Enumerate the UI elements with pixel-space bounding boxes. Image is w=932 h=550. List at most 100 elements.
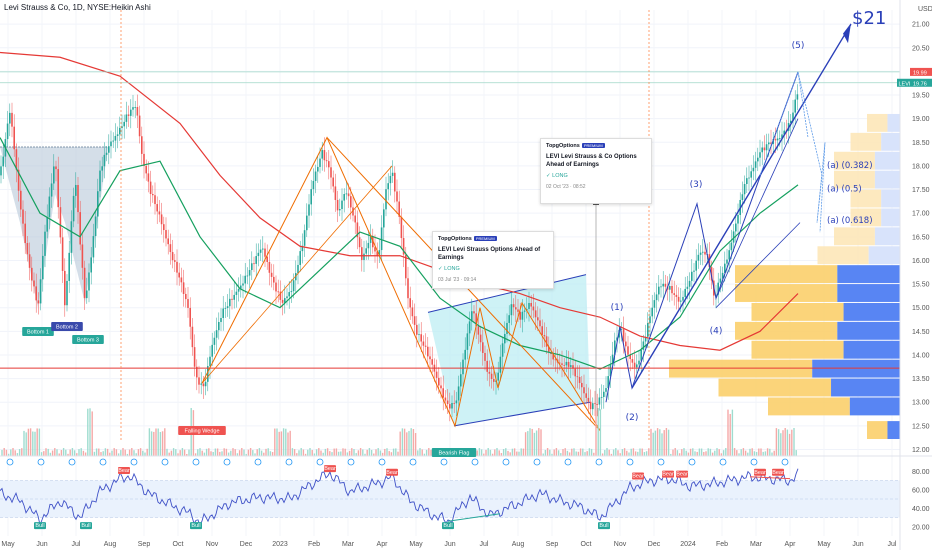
candle-body [523,310,526,312]
candle-body [565,361,568,366]
volume-bar [696,451,698,456]
volume-bar [390,452,393,456]
volume-bar [344,448,346,456]
candle-body [416,324,418,335]
volume-bar [608,449,610,456]
candle-body [440,385,442,389]
volume-bar [34,431,36,456]
wave-label: (4) [710,327,723,337]
volume-bar [784,428,786,456]
candle-body [765,144,768,151]
volume-bar [168,452,170,456]
candle-body [761,147,763,153]
idea-time: 03 Jul '23 · 09:14 [438,277,477,284]
candle-body [631,359,634,363]
event-marker-icon [502,458,510,466]
volume-bar [307,449,309,456]
volume-bar [170,450,173,456]
price-tick-label: 15.50 [912,282,930,289]
candle-body [310,189,312,205]
candle-body [231,298,233,300]
candle-body [774,139,777,141]
candle-body [501,343,504,357]
volume-profile-bar [849,397,900,416]
candle-body [620,329,623,330]
candle-body [145,165,147,174]
candle-body [222,308,224,318]
volume-bar [577,451,580,456]
volume-bar [793,428,795,456]
rsi-tick-label: 40.00 [912,506,930,513]
volume-bar [643,452,646,456]
volume-bar [144,452,146,456]
candle-body [519,311,521,320]
candle-body [158,211,161,215]
time-tick-label: Jun [852,541,863,548]
volume-profile-bar [834,227,875,246]
volume-bar [298,450,300,456]
candle-body [422,341,425,346]
volume-bar [667,429,670,456]
candle-body [776,138,779,141]
volume-bar [408,430,410,456]
time-tick-label: Jul [72,541,81,548]
candle-body [499,356,502,373]
volume-bar [194,453,197,456]
volume-bar [401,428,404,456]
volume-bar [111,450,113,456]
volume-profile-bar [850,132,882,151]
volume-profile-bar [735,321,838,340]
candle-body [376,251,378,257]
candle-body [6,123,9,140]
volume-bar [49,452,52,456]
candle-body [204,381,207,387]
candle-body [462,359,464,375]
event-marker-icon [719,458,727,466]
candle-body [185,293,187,300]
candle-body [317,166,319,172]
volume-profile-bar [867,113,888,132]
volume-bar [137,449,140,456]
volume-bar [93,451,96,456]
volume-bar [346,452,349,456]
volume-bar [513,448,516,456]
candle-body [94,216,97,237]
target-label: $21 [852,8,886,29]
volume-bar [714,450,716,456]
volume-bar [67,453,69,456]
time-tick-label: Mar [750,541,763,548]
candle-body [554,359,557,361]
candle-body [515,307,517,310]
candle-body [730,242,733,251]
rsi-bull-label: Bull [35,523,44,529]
idea-card-2[interactable]: TopgOptions PREMIUM LEVI Levi Strauss & C… [540,138,652,204]
idea-position: ✓ LONG [438,266,460,273]
volume-bar [280,431,283,456]
volume-bar [749,448,751,456]
time-tick-label: Nov [206,541,219,548]
volume-bar [23,430,25,456]
candle-body [363,253,365,260]
volume-bar [551,453,553,456]
candle-body [275,282,277,292]
candle-body [697,254,700,261]
candle-body [662,283,664,287]
volume-bar [188,449,190,456]
volume-bar [373,453,375,456]
candle-body [141,136,143,154]
candle-body [369,235,372,243]
candle-body [411,307,414,317]
candle-body [658,286,660,295]
rsi-bear-tag [662,470,674,478]
candle-body [143,153,145,166]
idea-card-1[interactable]: TopgOptions PREMIUM LEVI Levi Strauss Opt… [432,231,554,289]
volume-bar [201,450,203,456]
volume-bar [571,448,573,456]
volume-bar [120,450,122,456]
volume-bar [511,448,514,456]
volume-bar [282,428,285,456]
volume-bar [221,451,223,456]
candle-body [576,376,579,378]
rsi-bull-tag [34,522,46,530]
